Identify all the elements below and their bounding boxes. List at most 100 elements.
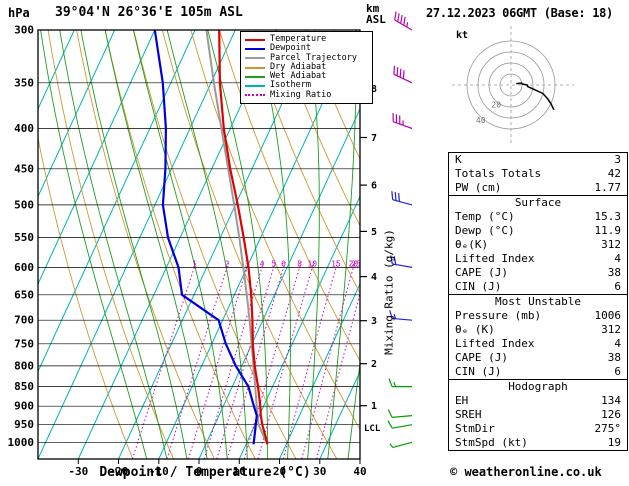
svg-text:4: 4	[259, 259, 264, 268]
legend-swatch	[245, 66, 265, 69]
param-value: 19	[607, 436, 621, 449]
svg-text:8: 8	[297, 259, 302, 268]
legend-item: Isotherm	[245, 81, 368, 90]
svg-text:1: 1	[371, 401, 377, 412]
km-axis: 1 2 3 4 5 6 7 8	[360, 84, 377, 412]
svg-text:6: 6	[281, 259, 286, 268]
svg-text:500: 500	[14, 198, 34, 211]
svg-text:20: 20	[273, 465, 286, 478]
param-value: 312	[601, 238, 621, 251]
hodograph-grid	[452, 26, 574, 144]
param-value: 4	[614, 252, 621, 265]
param-label: Lifted Index	[455, 337, 535, 350]
svg-text:8: 8	[371, 84, 377, 95]
legend-label: Isotherm	[270, 80, 311, 91]
hodograph-trace	[516, 82, 555, 111]
pressure-gridlines	[38, 29, 360, 443]
table-row: θₑ (K) 312	[449, 323, 627, 337]
param-value: 6	[614, 365, 621, 378]
table-section-header: Most Unstable	[494, 295, 582, 308]
param-value: 3	[614, 153, 621, 166]
svg-text:600: 600	[14, 261, 34, 274]
hodograph-ring-label: 20	[491, 101, 501, 110]
table-row: θₑ(K) 312	[449, 238, 627, 252]
copyright: © weatheronline.co.uk	[450, 465, 602, 479]
dewpoint-curve	[153, 30, 258, 445]
svg-text:350: 350	[14, 76, 34, 89]
temperature-axis-labels: -30 -20 -10 0 10 20 30 40	[68, 465, 366, 478]
svg-text:400: 400	[14, 122, 34, 135]
legend-swatch	[245, 47, 265, 50]
param-value: 126	[601, 408, 621, 421]
param-value: 275°	[594, 422, 622, 435]
table-row: StmDir 275°	[449, 422, 627, 436]
legend: Temperature Dewpoint Parcel Trajectory Dry …	[240, 31, 373, 105]
param-label: Dewp (°C)	[455, 224, 515, 237]
table-row: CAPE (J) 38	[449, 351, 627, 365]
table-section: Most Unstable Pressure (mb) 1006 θₑ (K) 312 L…	[449, 294, 627, 379]
svg-text:3: 3	[371, 316, 377, 327]
param-value: 134	[601, 394, 621, 407]
svg-text:40: 40	[353, 465, 366, 478]
param-label: Totals Totals	[455, 167, 542, 180]
wind-barbs	[387, 11, 413, 449]
param-label: Lifted Index	[455, 252, 535, 265]
legend-swatch	[245, 94, 265, 97]
param-value: 11.9	[594, 224, 622, 237]
legend-swatch	[245, 38, 265, 41]
table-section-header: Hodograph	[508, 380, 568, 393]
legend-label: Parcel Trajectory	[270, 52, 357, 63]
param-label: StmSpd (kt)	[455, 436, 528, 449]
param-label: Pressure (mb)	[455, 309, 542, 322]
wind-barb	[389, 310, 413, 321]
svg-text:650: 650	[14, 288, 34, 301]
wind-barb	[388, 378, 412, 388]
param-value: 38	[607, 351, 621, 364]
svg-text:2: 2	[371, 359, 377, 370]
table-row: Totals Totals 42	[449, 167, 627, 181]
table-row: StmSpd (kt) 19	[449, 436, 627, 450]
svg-text:800: 800	[14, 359, 34, 372]
table-row: CAPE (J) 38	[449, 266, 627, 280]
legend-label: Dewpoint	[270, 43, 311, 54]
legend-item: Mixing Ratio	[245, 89, 368, 100]
param-value: 1.77	[594, 181, 622, 194]
pressure-axis-labels: 300 350 400 450 500 550 600 650 700 750 800 850 900 9…	[8, 24, 35, 449]
legend-item: Wet Adiabat	[245, 71, 368, 81]
svg-text:4: 4	[371, 272, 377, 283]
pressure-axis-unit: hPa	[8, 6, 30, 20]
svg-text:850: 850	[14, 380, 34, 393]
parameter-table: K 3 Totals Totals 42 PW (cm) 1.77 Surface Temp …	[448, 152, 628, 451]
param-label: PW (cm)	[455, 181, 502, 194]
svg-text:750: 750	[14, 337, 34, 350]
legend-item: Temperature	[245, 34, 368, 44]
hodograph-panel: 20 40 kt	[452, 26, 574, 144]
svg-text:30: 30	[313, 465, 326, 478]
svg-text:-20: -20	[109, 465, 129, 478]
legend-swatch	[245, 75, 265, 78]
wind-barb	[390, 255, 413, 268]
svg-text:-10: -10	[149, 465, 169, 478]
svg-text:20: 20	[348, 259, 358, 268]
table-section-header: Surface	[514, 196, 562, 209]
station-title: 39°04'N 26°36'E 105m ASL	[55, 5, 243, 20]
svg-text:5: 5	[271, 259, 276, 268]
legend-swatch	[245, 57, 265, 60]
svg-text:25: 25	[351, 259, 361, 268]
table-section: K 3 Totals Totals 42 PW (cm) 1.77	[449, 153, 627, 195]
table-row: CIN (J) 6	[449, 365, 627, 379]
svg-text:1000: 1000	[8, 436, 35, 449]
legend-label: Dry Adiabat	[270, 61, 327, 72]
temperature-axis-ticks	[77, 459, 361, 464]
table-row: PW (cm) 1.77	[449, 181, 627, 195]
svg-text:550: 550	[14, 231, 34, 244]
legend-label: Temperature	[270, 34, 327, 44]
legend-label: Mixing Ratio	[270, 89, 332, 100]
km-label: km	[366, 2, 380, 15]
svg-text:1: 1	[192, 259, 197, 268]
svg-text:450: 450	[14, 162, 34, 175]
param-label: EH	[455, 394, 469, 407]
table-row: Lifted Index 4	[449, 337, 627, 351]
